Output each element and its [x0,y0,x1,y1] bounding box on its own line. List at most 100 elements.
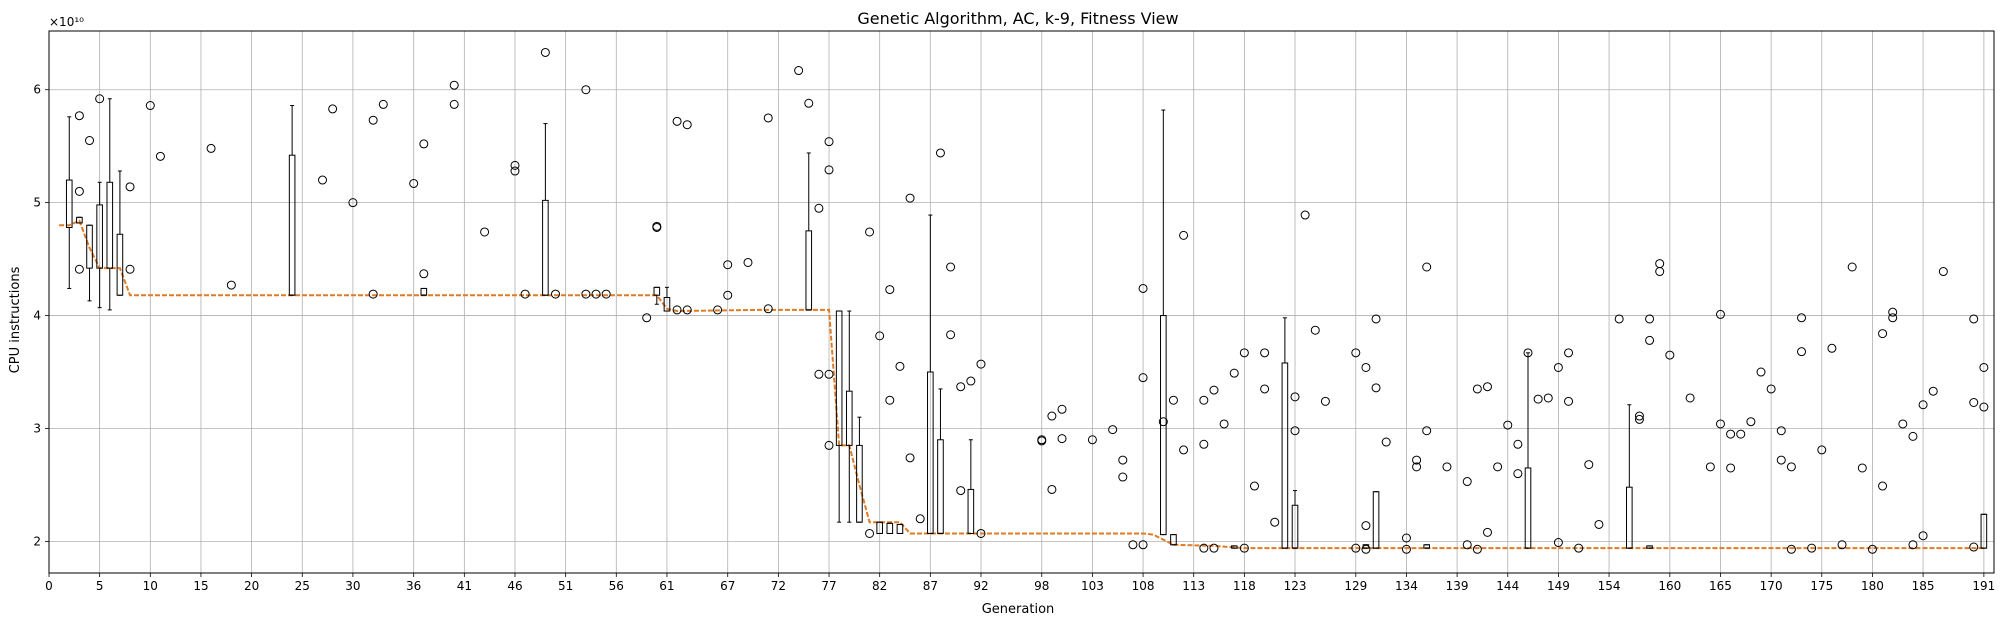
x-tick-label: 180 [1861,579,1884,593]
outlier-point [1118,455,1128,465]
x-tick-label: 5 [96,579,104,593]
outlier-point [1381,437,1391,447]
x-tick-label: 61 [659,579,674,593]
outlier-point [155,151,165,161]
x-tick-label: 134 [1395,579,1418,593]
outlier-point [601,289,611,299]
outlier-point [1807,543,1817,553]
outlier-point [1361,544,1371,554]
outlier-point [1270,517,1280,527]
outlier-point [1209,385,1219,395]
outlier-point [1087,435,1097,445]
outlier-point [1239,543,1249,553]
chart-title: Genetic Algorithm, AC, k-9, Fitness View [857,9,1178,28]
outlier-point [804,98,814,108]
x-tick-label: 103 [1081,579,1104,593]
x-tick-label: 56 [609,579,624,593]
median-line [59,219,1984,550]
outlier-point [1786,462,1796,472]
outlier-point [824,137,834,147]
outlier-point [520,289,530,299]
y-tick-label: 3 [33,421,41,435]
outlier-point [905,193,915,203]
box [937,439,944,534]
outlier-point [1969,542,1979,552]
outlier-point [1371,383,1381,393]
outlier-point [1108,425,1118,435]
outlier-point [1634,411,1644,421]
outlier-point [1138,373,1148,383]
outlier-point [480,227,490,237]
outlier-point [1260,348,1270,358]
outlier-point [1158,417,1168,427]
outlier-point [1543,393,1553,403]
box [1372,491,1380,549]
outlier-point [652,222,662,232]
box [288,154,296,296]
outlier-point [1634,414,1644,424]
outlier-point [1047,484,1057,494]
outlier-point [672,305,682,315]
outlier-point [642,313,652,323]
outlier-point [976,359,986,369]
outlier-point [794,66,804,76]
outlier-point [1705,462,1715,472]
outlier-point [1928,386,1938,396]
x-tick-label: 129 [1344,579,1367,593]
x-tick-label: 15 [193,579,208,593]
box [896,523,904,534]
outlier-point [1797,313,1807,323]
outlier-point [915,514,925,524]
outlier-point [318,175,328,185]
outlier-point [935,148,945,158]
outlier-point [1645,335,1655,345]
outlier-point [1685,393,1695,403]
outlier-point [1786,544,1796,554]
x-tick-label: 175 [1810,579,1833,593]
outlier-point [1726,463,1736,473]
box [886,522,894,534]
x-tick-label: 123 [1284,579,1307,593]
outlier-point [1361,521,1371,531]
outlier-point [1493,462,1503,472]
outlier-point [348,198,358,208]
outlier-point [1199,543,1209,553]
outlier-point [1037,436,1047,446]
outlier-point [1878,329,1888,339]
x-tick-label: 118 [1233,579,1256,593]
box [420,287,428,296]
box [1423,544,1431,549]
x-tick-label: 25 [295,579,310,593]
x-tick-label: 72 [771,579,786,593]
outlier-point [875,331,885,341]
outlier-point [1168,395,1178,405]
outlier-point [1179,445,1189,455]
outlier-point [1898,419,1908,429]
outlier-group [74,47,1989,554]
outlier-point [1655,267,1665,277]
outlier-point [1969,314,1979,324]
box [653,286,661,296]
outlier-point [74,186,84,196]
outlier-point [1817,445,1827,455]
outlier-point [1219,419,1229,429]
y-tick-label: 6 [33,83,41,97]
outlier-point [1969,397,1979,407]
box [1646,545,1653,549]
outlier-point [723,260,733,270]
outlier-point [1908,431,1918,441]
outlier-point [1472,544,1482,554]
plot-frame [48,30,1995,574]
outlier-point [1553,362,1563,372]
outlier-point [1442,462,1452,472]
x-tick-label: 30 [345,579,360,593]
x-tick-label: 98 [1034,579,1049,593]
outlier-point [1614,314,1624,324]
x-tick-label: 0 [45,579,53,593]
outlier-point [1594,519,1604,529]
outlier-point [1837,540,1847,550]
outlier-point [419,269,429,279]
outlier-point [1351,543,1361,553]
outlier-point [1401,544,1411,554]
